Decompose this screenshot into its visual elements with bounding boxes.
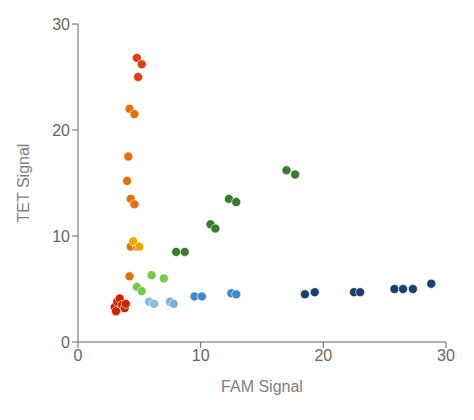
svg-text:10: 10 <box>192 347 210 364</box>
svg-text:FAM Signal: FAM Signal <box>221 378 303 395</box>
svg-text:10: 10 <box>52 228 70 245</box>
svg-text:30: 30 <box>52 16 70 33</box>
svg-text:0: 0 <box>61 334 70 351</box>
svg-text:30: 30 <box>437 347 455 364</box>
svg-text:TET Signal: TET Signal <box>15 144 32 223</box>
svg-text:20: 20 <box>314 347 332 364</box>
svg-text:20: 20 <box>52 122 70 139</box>
svg-text:0: 0 <box>74 347 83 364</box>
